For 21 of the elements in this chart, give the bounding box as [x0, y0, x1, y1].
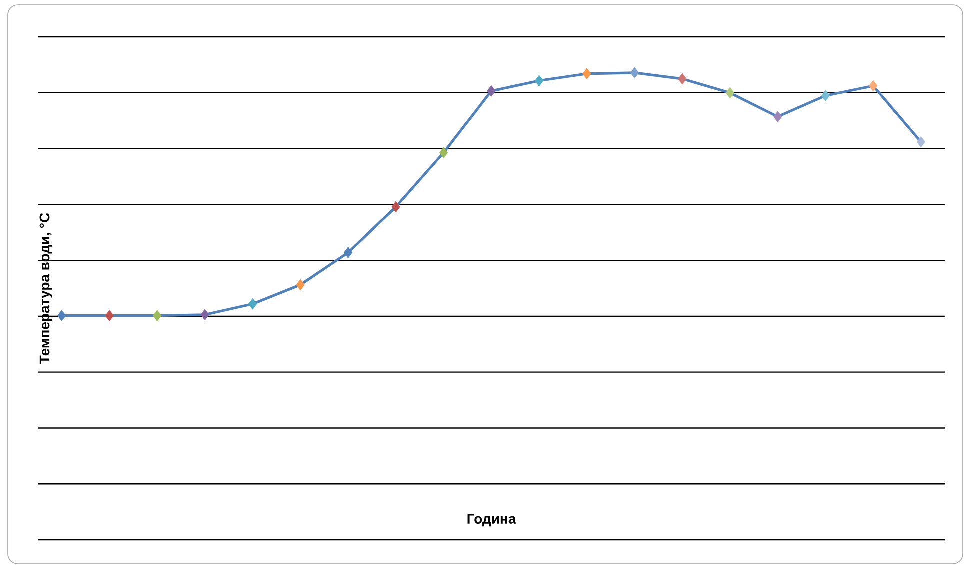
- point: [630, 67, 640, 79]
- point: [487, 85, 496, 97]
- point: [200, 309, 210, 321]
- point: [248, 298, 258, 310]
- point: [534, 75, 544, 87]
- point: [821, 90, 830, 102]
- x-axis-title: Година: [468, 514, 516, 527]
- point: [153, 310, 162, 322]
- point: [726, 87, 735, 99]
- point: [678, 73, 687, 85]
- point: [392, 201, 400, 213]
- point: [439, 147, 448, 159]
- point: [105, 310, 114, 322]
- point: [869, 80, 878, 92]
- point: [774, 111, 782, 123]
- point: [296, 279, 305, 291]
- point: [58, 310, 66, 322]
- point: [916, 136, 926, 148]
- point: [582, 68, 592, 80]
- y-axis-title: Температура води, °C: [40, 213, 52, 364]
- point: [344, 247, 353, 258]
